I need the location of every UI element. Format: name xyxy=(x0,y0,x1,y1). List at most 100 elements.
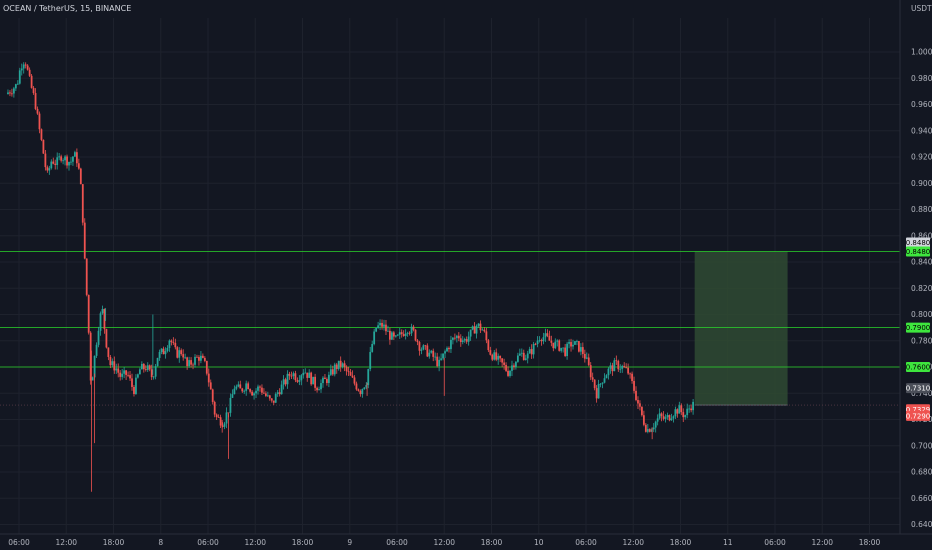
candle-body xyxy=(516,355,519,362)
candle-body xyxy=(576,341,578,342)
candle-body xyxy=(477,323,480,326)
candle-body xyxy=(127,374,129,376)
candle-body xyxy=(186,357,189,367)
candle-body xyxy=(520,352,523,354)
candle-body xyxy=(81,184,84,223)
candle-body xyxy=(593,379,596,389)
candle-body xyxy=(365,385,368,388)
candle-body xyxy=(353,377,356,384)
candle-body xyxy=(426,345,429,357)
candle-body xyxy=(229,397,232,413)
candle-body xyxy=(432,350,435,357)
candle-body xyxy=(158,351,161,358)
candle-body xyxy=(30,75,33,88)
candle-body xyxy=(493,352,496,360)
time-tick-label: 9 xyxy=(347,538,352,547)
candle-body xyxy=(690,408,693,411)
candle-body xyxy=(599,383,602,385)
candle-body xyxy=(522,352,525,360)
candle-body xyxy=(34,93,37,109)
candle-body xyxy=(154,366,157,377)
candle-body xyxy=(54,163,57,165)
candle-body xyxy=(304,372,307,374)
candle-body xyxy=(453,337,456,339)
candle-body xyxy=(22,64,25,69)
time-tick-label: 06:00 xyxy=(575,538,597,547)
time-axis[interactable]: 06:00 12:00 18:00 8 06:00 12:00 18:00 9 06:00 12:… xyxy=(0,533,932,550)
time-tick-label: 12:00 xyxy=(55,538,77,547)
candle-body xyxy=(538,340,541,341)
current-price-tag-bg xyxy=(906,383,930,394)
level-price-tag: 0.8480 xyxy=(906,248,931,256)
candle-body xyxy=(333,364,336,375)
candle-body xyxy=(670,418,673,421)
candle-body xyxy=(420,349,423,351)
candle-body xyxy=(383,324,385,327)
candle-body xyxy=(243,390,246,392)
candle-body xyxy=(390,332,393,340)
candle-body xyxy=(223,423,226,427)
candle-body xyxy=(664,417,667,419)
candle-body xyxy=(95,344,98,356)
candle-body xyxy=(162,348,165,355)
candle-body xyxy=(284,379,287,385)
red-price-tag-bg xyxy=(906,410,930,421)
candle-body xyxy=(343,363,346,367)
time-tick-label: 06:00 xyxy=(197,538,219,547)
candle-body xyxy=(239,384,242,389)
candle-body xyxy=(170,340,173,343)
candle-body xyxy=(631,373,633,381)
candle-body xyxy=(678,405,681,414)
candle-body xyxy=(294,373,297,381)
candle-body xyxy=(201,355,204,358)
candle-body xyxy=(611,365,614,372)
candle-body xyxy=(298,380,301,382)
candle-body xyxy=(489,350,492,355)
candle-body xyxy=(83,222,86,259)
candle-body xyxy=(209,382,212,390)
candle-body xyxy=(36,108,39,114)
candle-body xyxy=(188,360,190,367)
candle-body xyxy=(518,353,521,356)
chart-title: OCEAN / TetherUS, 15, BINANCE xyxy=(3,4,131,13)
candle-body xyxy=(117,368,120,373)
candle-body xyxy=(526,353,529,359)
candle-body xyxy=(282,379,285,385)
candle-body xyxy=(499,355,502,359)
candle-body xyxy=(327,374,330,384)
candle-body xyxy=(131,378,133,387)
candle-body xyxy=(272,400,275,403)
candle-body xyxy=(682,412,685,418)
candle-body xyxy=(123,370,126,374)
candle-body xyxy=(548,335,551,341)
candle-body xyxy=(621,365,624,369)
candle-body xyxy=(652,427,655,430)
candle-body xyxy=(137,374,139,378)
candle-body xyxy=(62,160,64,162)
candle-body xyxy=(536,340,539,345)
candle-body xyxy=(629,373,631,375)
candle-body xyxy=(296,380,299,382)
red-price-tag: 0.7290 xyxy=(906,412,931,420)
candle-body xyxy=(446,347,448,352)
currency-label: USDT xyxy=(911,4,932,13)
candle-body xyxy=(619,368,622,370)
candle-body xyxy=(249,389,252,392)
candle-body xyxy=(542,337,545,342)
candle-body xyxy=(314,376,316,388)
candle-body xyxy=(627,367,630,374)
candle-body xyxy=(138,369,141,375)
candle-body xyxy=(532,343,535,355)
candle-body xyxy=(385,324,387,332)
candle-body xyxy=(79,168,82,185)
